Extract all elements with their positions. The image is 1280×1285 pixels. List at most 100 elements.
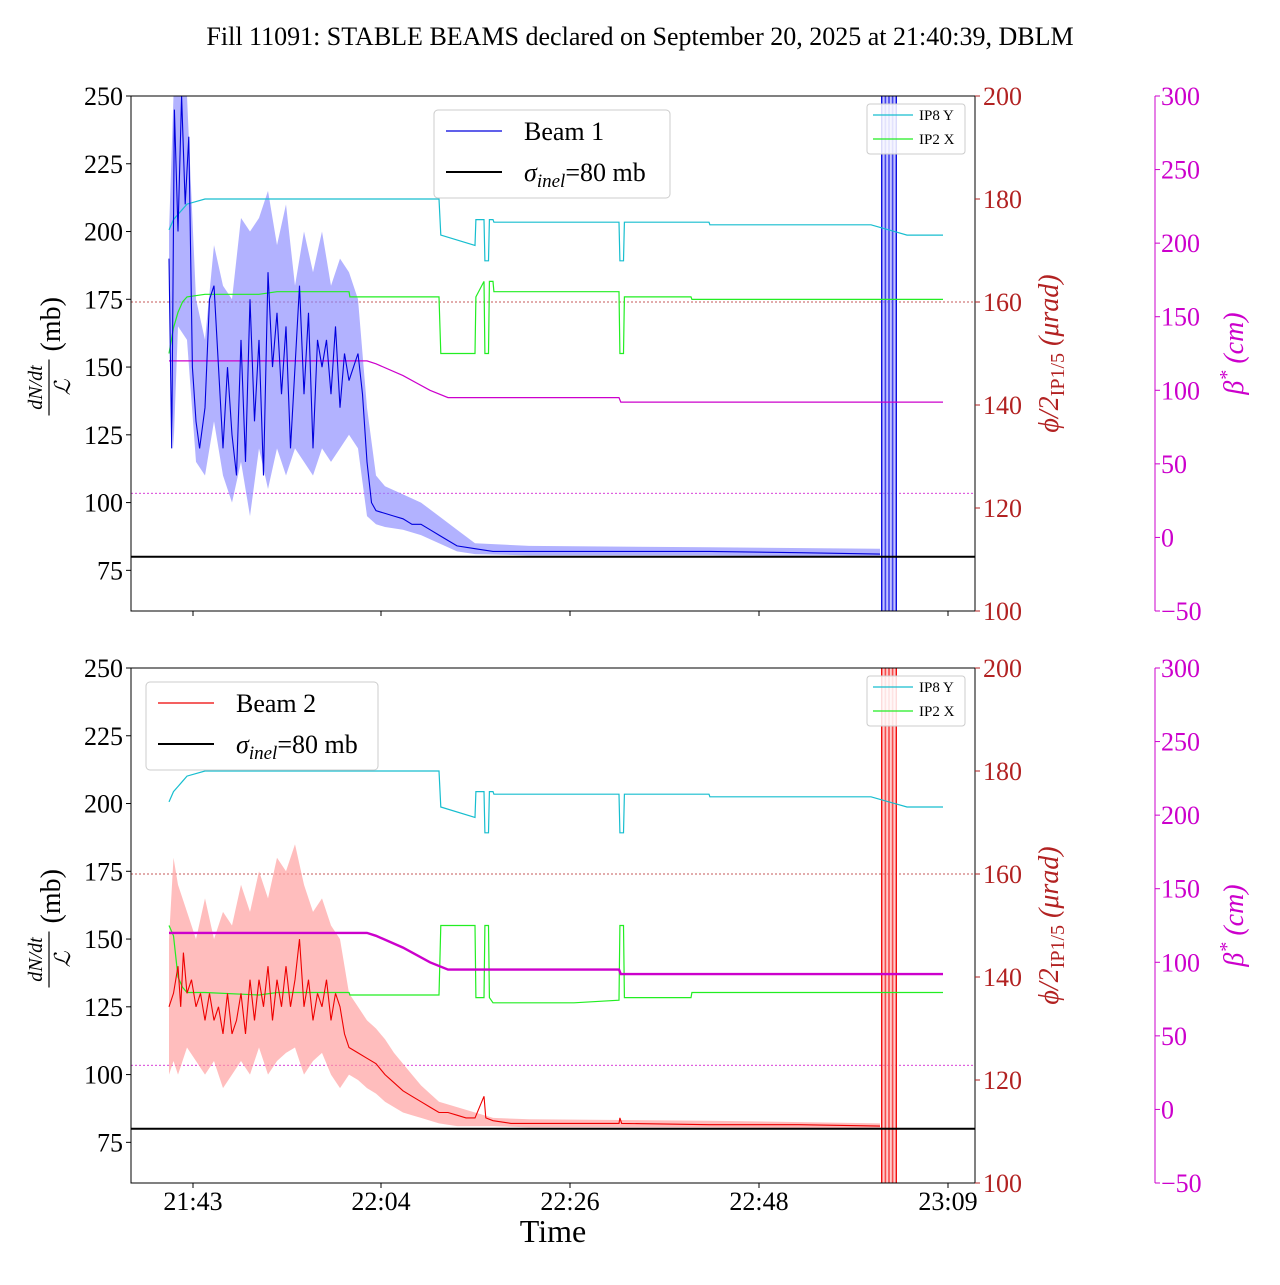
- x-tick-label: 22:04: [351, 1187, 410, 1216]
- right2-tick-label: 300: [1161, 82, 1200, 111]
- right2-axis-label: β* (cm): [1216, 884, 1250, 967]
- inner-legend: IP8 Y IP2 X: [866, 675, 966, 727]
- right1-tick-label: 180: [983, 185, 1022, 214]
- panels-group: 75 100 125 150 175 200 225 250 100 120 140 160 180 20…: [25, 82, 1250, 1216]
- right1-axis-label-text: ϕ/2IP1/5 (μrad): [1034, 274, 1069, 432]
- series-beta-star: [169, 931, 943, 976]
- right2-axis-label-text: β* (cm): [1216, 884, 1250, 967]
- left-axis-label: dN/dt ℒ (mb): [25, 297, 75, 416]
- x-axis-label: Time: [520, 1213, 586, 1249]
- legend-sigma-symbol: σ: [524, 158, 538, 187]
- right1-tick-label: 100: [983, 1169, 1022, 1198]
- inner-legend-ip2-label: IP2 X: [919, 132, 955, 148]
- left-axis-label-denominator: ℒ: [50, 950, 75, 967]
- right1-label-unit: (μrad): [1034, 274, 1065, 353]
- right2-label-sup: *: [1216, 371, 1238, 381]
- right2-tick-label: −50: [1161, 1169, 1202, 1198]
- inner-legend-ip8-label: IP8 Y: [919, 108, 954, 124]
- left-tick-label: 250: [84, 654, 123, 683]
- beam-uncertainty-band: [169, 844, 880, 1129]
- legend-sigma-subscript: inel: [249, 743, 278, 764]
- right2-label-sup: *: [1216, 943, 1238, 953]
- right2-tick-label: −50: [1161, 597, 1202, 626]
- main-legend: Beam 2 σinel=80 mb: [145, 681, 379, 771]
- right2-tick-label: 250: [1161, 156, 1200, 185]
- right2-tick-label: 300: [1161, 654, 1200, 683]
- panel-bottom: 75 100 125 150 175 200 225 250 100 120 140 160 180 20…: [25, 654, 1250, 1216]
- left-axis-label-numerator: dN/dt: [25, 365, 47, 410]
- right2-label-main: β: [1219, 381, 1250, 396]
- right1-tick-label: 140: [983, 391, 1022, 420]
- right1-label-unit: (μrad): [1034, 846, 1065, 925]
- left-tick-label: 75: [97, 556, 123, 585]
- right2-tick-label: 150: [1161, 303, 1200, 332]
- legend-beam-label: Beam 1: [524, 117, 604, 146]
- right1-label-main: ϕ/2: [1034, 396, 1065, 432]
- left-tick-label: 125: [84, 993, 123, 1022]
- right2-axis-label-text: β* (cm): [1216, 312, 1250, 395]
- left-tick-label: 150: [84, 925, 123, 954]
- right2-tick-label: 100: [1161, 948, 1200, 977]
- series-beta-star: [169, 360, 943, 403]
- right2-label-unit: (cm): [1219, 884, 1250, 942]
- right2-tick-label: 50: [1161, 450, 1187, 479]
- left-tick-label: 150: [84, 353, 123, 382]
- inner-legend: IP8 Y IP2 X: [866, 103, 966, 155]
- right2-label-unit: (cm): [1219, 312, 1250, 370]
- main-legend-frame: [145, 681, 379, 771]
- right1-tick-label: 100: [983, 597, 1022, 626]
- series-ip8-y: [168, 770, 943, 834]
- right2-tick-label: 0: [1161, 1095, 1174, 1124]
- left-tick-label: 100: [84, 489, 123, 518]
- x-tick-label: 22:26: [540, 1187, 599, 1216]
- plot-area: [131, 668, 975, 1183]
- main-legend-frame: [433, 109, 671, 199]
- legend-sigma-subscript: inel: [537, 171, 566, 192]
- right2-tick-label: 100: [1161, 376, 1200, 405]
- left-tick-label: 125: [84, 421, 123, 450]
- left-axis-label-denominator: ℒ: [50, 378, 75, 395]
- panel-top: 75 100 125 150 175 200 225 250 100 120 140 160 180 20…: [25, 82, 1250, 626]
- right1-label-main: ϕ/2: [1034, 968, 1065, 1004]
- right2-tick-label: 200: [1161, 801, 1200, 830]
- legend-sigma-value: =80 mb: [565, 158, 645, 187]
- right2-tick-label: 150: [1161, 875, 1200, 904]
- right1-tick-label: 200: [983, 654, 1022, 683]
- legend-sigma-value: =80 mb: [277, 730, 357, 759]
- right1-axis-label: ϕ/2IP1/5 (μrad): [1034, 846, 1069, 1004]
- x-tick-label: 23:09: [918, 1187, 977, 1216]
- right1-tick-label: 160: [983, 288, 1022, 317]
- x-tick-label: 22:48: [729, 1187, 788, 1216]
- right2-tick-label: 0: [1161, 523, 1174, 552]
- right2-tick-label: 250: [1161, 728, 1200, 757]
- left-tick-label: 250: [84, 82, 123, 111]
- right1-tick-label: 120: [983, 494, 1022, 523]
- beam-spike-band: [881, 668, 897, 1183]
- left-axis-label-numerator: dN/dt: [25, 937, 47, 982]
- right1-label-sub: IP1/5: [1047, 353, 1069, 396]
- left-tick-label: 225: [84, 150, 123, 179]
- right1-tick-label: 200: [983, 82, 1022, 111]
- left-axis-label: dN/dt ℒ (mb): [25, 869, 75, 988]
- beam-uncertainty-band: [169, 96, 880, 557]
- legend-sigma-symbol: σ: [236, 730, 250, 759]
- right1-tick-label: 160: [983, 860, 1022, 889]
- series-ip2-x: [168, 280, 943, 355]
- right2-tick-label: 200: [1161, 229, 1200, 258]
- left-axis-label-unit: (mb): [36, 297, 67, 351]
- right1-axis-label-text: ϕ/2IP1/5 (μrad): [1034, 846, 1069, 1004]
- chart-title: Fill 11091: STABLE BEAMS declared on Sep…: [206, 22, 1073, 51]
- right1-tick-label: 140: [983, 963, 1022, 992]
- inner-legend-ip2-label: IP2 X: [919, 704, 955, 720]
- right2-tick-label: 50: [1161, 1022, 1187, 1051]
- series-beam: [168, 939, 881, 1127]
- inner-legend-ip8-label: IP8 Y: [919, 680, 954, 696]
- right1-label-sub: IP1/5: [1047, 925, 1069, 968]
- legend-sigma-label: σinel=80 mb: [236, 730, 358, 764]
- left-tick-label: 100: [84, 1061, 123, 1090]
- left-axis-label-unit: (mb): [36, 869, 67, 923]
- legend-sigma-label: σinel=80 mb: [524, 158, 646, 192]
- plot-frame: [130, 95, 976, 612]
